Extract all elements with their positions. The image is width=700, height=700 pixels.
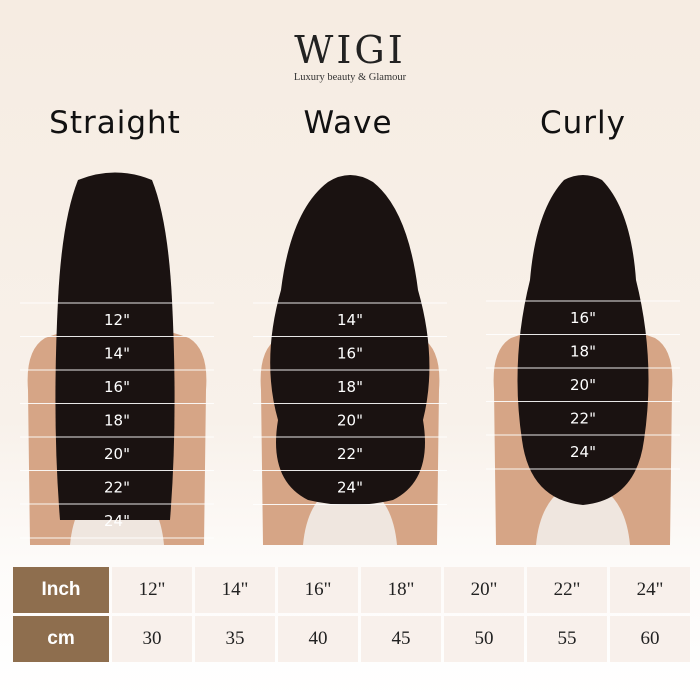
length-label: 20" (570, 376, 596, 394)
length-label: 14" (104, 345, 130, 363)
hair (55, 172, 175, 520)
table-cell: 45 (361, 616, 441, 662)
table-cell: 60 (610, 616, 690, 662)
table-cell: 22" (527, 567, 607, 613)
length-label: 16" (337, 345, 363, 363)
size-table: Inch 12" 14" 16" 18" 20" 22" 24" cm 30 35 40 45 50 55 6… (10, 564, 693, 665)
length-label: 18" (337, 378, 363, 396)
table-cell: 30 (112, 616, 192, 662)
table-cell: 16" (278, 567, 358, 613)
length-label: 18" (104, 412, 130, 430)
table-cell: 55 (527, 616, 607, 662)
length-label: 18" (570, 343, 596, 361)
length-label: 20" (337, 412, 363, 430)
style-title-straight: Straight (49, 105, 181, 141)
length-label: 16" (570, 309, 596, 327)
table-cell: 20" (444, 567, 524, 613)
straight-hair-figure: 12" 14" 16" 18" 20" 22" 24" (20, 172, 214, 545)
table-cell: 40 (278, 616, 358, 662)
style-title-curly: Curly (540, 105, 626, 141)
style-title-wave: Wave (303, 105, 393, 141)
row-header: Inch (13, 567, 109, 613)
row-header: cm (13, 616, 109, 662)
brand-name: WIGI (294, 28, 406, 72)
length-label: 24" (570, 443, 596, 461)
hair (517, 175, 649, 505)
table-row: Inch 12" 14" 16" 18" 20" 22" 24" (13, 567, 690, 613)
length-label: 22" (104, 479, 130, 497)
length-label: 24" (104, 512, 130, 530)
wave-hair-figure: 14" 16" 18" 20" 22" 24" (253, 175, 447, 545)
brand-logo: WIGI Luxury beauty & Glamour (0, 30, 700, 83)
table-cell: 50 (444, 616, 524, 662)
length-label: 14" (337, 311, 363, 329)
curly-hair-figure: 16" 18" 20" 22" 24" (486, 175, 680, 545)
hair (270, 175, 430, 505)
table-cell: 14" (195, 567, 275, 613)
table-cell: 18" (361, 567, 441, 613)
length-label: 22" (570, 410, 596, 428)
table-row: cm 30 35 40 45 50 55 60 (13, 616, 690, 662)
length-label: 24" (337, 479, 363, 497)
length-label: 20" (104, 445, 130, 463)
length-label: 22" (337, 445, 363, 463)
length-label: 12" (104, 311, 130, 329)
table-cell: 12" (112, 567, 192, 613)
table-cell: 35 (195, 616, 275, 662)
brand-tagline: Luxury beauty & Glamour (293, 72, 407, 83)
length-label: 16" (104, 378, 130, 396)
table-cell: 24" (610, 567, 690, 613)
